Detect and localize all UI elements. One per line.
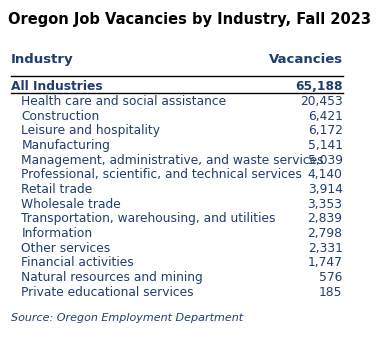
Text: Management, administrative, and waste services: Management, administrative, and waste se… <box>22 154 324 167</box>
Text: Oregon Job Vacancies by Industry, Fall 2023: Oregon Job Vacancies by Industry, Fall 2… <box>8 12 370 27</box>
Text: 5,141: 5,141 <box>308 139 342 152</box>
Text: Private educational services: Private educational services <box>22 286 194 299</box>
Text: 6,172: 6,172 <box>308 124 342 137</box>
Text: Construction: Construction <box>22 109 100 122</box>
Text: All Industries: All Industries <box>11 80 103 93</box>
Text: Vacancies: Vacancies <box>268 53 342 66</box>
Text: 185: 185 <box>319 286 342 299</box>
Text: 5,039: 5,039 <box>308 154 342 167</box>
Text: 3,914: 3,914 <box>308 183 342 196</box>
Text: Professional, scientific, and technical services: Professional, scientific, and technical … <box>22 168 302 181</box>
Text: Natural resources and mining: Natural resources and mining <box>22 271 203 284</box>
Text: 6,421: 6,421 <box>308 109 342 122</box>
Text: 1,747: 1,747 <box>308 256 342 269</box>
Text: Manufacturing: Manufacturing <box>22 139 110 152</box>
Text: Retail trade: Retail trade <box>22 183 93 196</box>
Text: Source: Oregon Employment Department: Source: Oregon Employment Department <box>11 313 243 323</box>
Text: Transportation, warehousing, and utilities: Transportation, warehousing, and utiliti… <box>22 212 276 225</box>
Text: 2,839: 2,839 <box>308 212 342 225</box>
Text: 4,140: 4,140 <box>308 168 342 181</box>
Text: Health care and social assistance: Health care and social assistance <box>22 95 226 108</box>
Text: 2,331: 2,331 <box>308 242 342 255</box>
Text: Industry: Industry <box>11 53 74 66</box>
Text: 2,798: 2,798 <box>308 227 342 240</box>
Text: 65,188: 65,188 <box>295 80 342 93</box>
Text: Leisure and hospitality: Leisure and hospitality <box>22 124 160 137</box>
Text: Financial activities: Financial activities <box>22 256 134 269</box>
Text: Wholesale trade: Wholesale trade <box>22 198 121 211</box>
Text: Information: Information <box>22 227 93 240</box>
Text: Other services: Other services <box>22 242 111 255</box>
Text: 576: 576 <box>319 271 342 284</box>
Text: 3,353: 3,353 <box>308 198 342 211</box>
Text: 20,453: 20,453 <box>300 95 342 108</box>
